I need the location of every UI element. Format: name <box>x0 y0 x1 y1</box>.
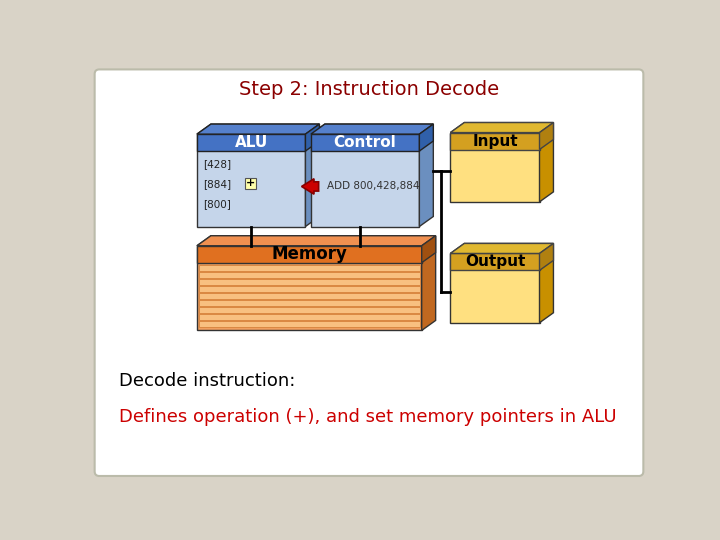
Polygon shape <box>539 123 554 202</box>
Polygon shape <box>451 253 539 323</box>
Polygon shape <box>539 244 554 271</box>
Polygon shape <box>197 246 422 330</box>
FancyArrow shape <box>302 179 319 194</box>
Text: Output: Output <box>464 254 525 269</box>
Polygon shape <box>311 134 419 226</box>
Polygon shape <box>197 246 422 262</box>
Polygon shape <box>199 307 420 313</box>
Polygon shape <box>311 124 433 134</box>
Polygon shape <box>199 279 420 285</box>
Text: ALU: ALU <box>235 135 268 150</box>
Polygon shape <box>305 124 320 226</box>
Polygon shape <box>419 124 433 151</box>
Polygon shape <box>197 134 305 226</box>
Polygon shape <box>199 321 420 327</box>
Polygon shape <box>197 124 320 134</box>
FancyBboxPatch shape <box>94 70 644 476</box>
Text: Step 2: Instruction Decode: Step 2: Instruction Decode <box>239 80 499 99</box>
Polygon shape <box>451 132 539 202</box>
Polygon shape <box>199 272 420 278</box>
Polygon shape <box>419 124 433 226</box>
Polygon shape <box>245 178 256 189</box>
Polygon shape <box>311 134 419 151</box>
Polygon shape <box>422 236 436 330</box>
Polygon shape <box>197 236 436 246</box>
Polygon shape <box>422 236 436 262</box>
Polygon shape <box>539 244 554 323</box>
Text: Decode instruction:: Decode instruction: <box>120 372 296 389</box>
Text: Defines operation (+), and set memory pointers in ALU: Defines operation (+), and set memory po… <box>120 408 617 427</box>
Polygon shape <box>539 123 554 150</box>
Polygon shape <box>197 236 436 246</box>
Polygon shape <box>305 124 320 151</box>
Text: ADD 800,428,884: ADD 800,428,884 <box>327 181 419 192</box>
Text: Input: Input <box>472 133 518 148</box>
Text: Control: Control <box>334 135 397 150</box>
Polygon shape <box>199 286 420 292</box>
Text: Memory: Memory <box>271 245 347 263</box>
Polygon shape <box>199 265 420 271</box>
Text: [884]: [884] <box>203 179 231 189</box>
Polygon shape <box>451 123 554 132</box>
Text: +: + <box>246 178 255 188</box>
Polygon shape <box>451 244 554 253</box>
Polygon shape <box>199 293 420 299</box>
Text: [800]: [800] <box>203 199 231 209</box>
Polygon shape <box>197 124 320 134</box>
Polygon shape <box>451 253 539 271</box>
Polygon shape <box>199 300 420 306</box>
Polygon shape <box>199 314 420 320</box>
Text: [428]: [428] <box>203 159 231 168</box>
Polygon shape <box>451 123 554 132</box>
Polygon shape <box>451 244 554 253</box>
Polygon shape <box>451 132 539 150</box>
Polygon shape <box>197 134 305 151</box>
Polygon shape <box>311 124 433 134</box>
